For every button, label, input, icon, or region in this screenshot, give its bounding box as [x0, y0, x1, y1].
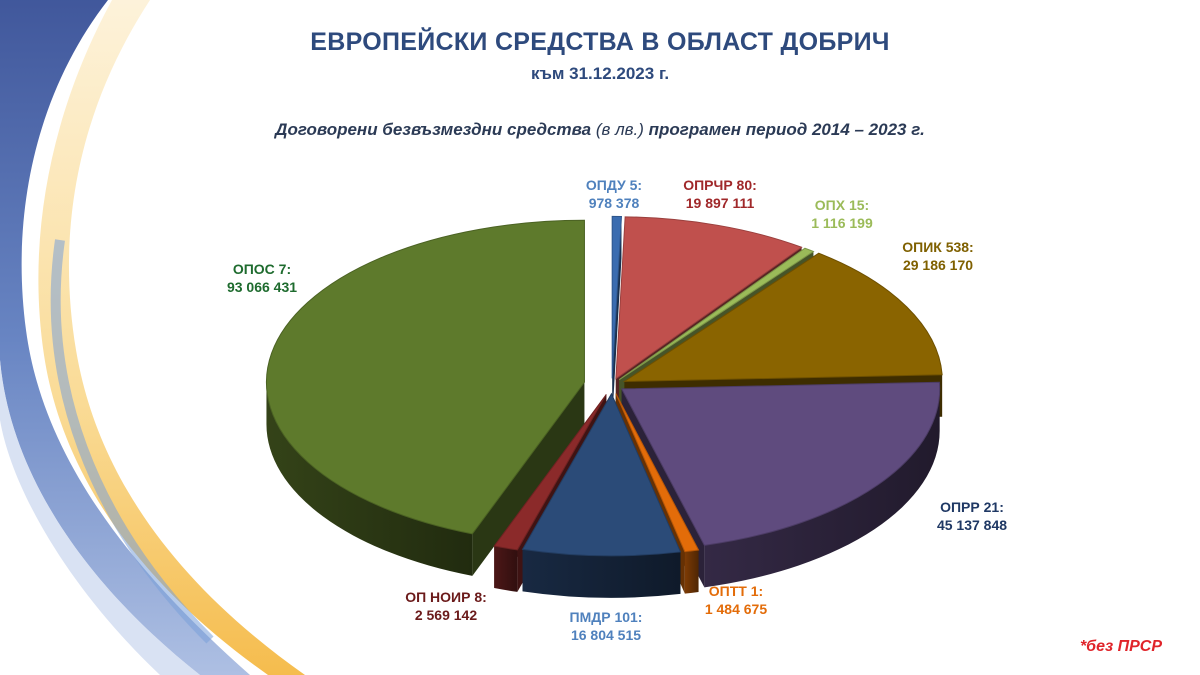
slice-label-name: ОП НОИР 8:	[405, 589, 487, 605]
slice-label-value: 978 378	[588, 195, 640, 211]
slice-label: ОПРЧР 80: 19 897 111	[640, 176, 800, 212]
slice-label-value: 1 484 675	[704, 601, 768, 617]
pie-slice	[521, 392, 682, 557]
pie-slice-side	[522, 549, 681, 598]
pie-slice	[611, 215, 623, 379]
pie-slice-side	[266, 382, 473, 576]
slice-label-value: 29 186 170	[902, 257, 974, 273]
footnote: *без ПРСР	[1079, 638, 1162, 655]
slice-label-name: ОПХ 15:	[814, 197, 870, 213]
subtitle-period: програмен период 2014 – 2023 г.	[648, 120, 925, 139]
pie-slice	[620, 381, 941, 546]
slice-label: ОПРР 21: 45 137 848	[892, 498, 1052, 534]
slice-label-name: ПМДР 101:	[569, 609, 643, 625]
pie-wall	[612, 216, 622, 421]
pie-slice	[622, 252, 943, 382]
slice-label: ОПИК 538: 29 186 170	[858, 238, 1018, 274]
pie-tops	[265, 215, 943, 557]
pie-slice	[615, 216, 803, 380]
slice-label-value: 93 066 431	[226, 279, 298, 295]
slice-label-name: ОПИК 538:	[902, 239, 974, 255]
slice-label-value: 19 897 111	[685, 195, 755, 211]
report-date: към 31.12.2023 г.	[530, 64, 670, 83]
slice-label: ПМДР 101: 16 804 515	[526, 608, 686, 644]
slice-label-value: 45 137 848	[936, 517, 1008, 533]
pie-slice-side	[494, 545, 518, 592]
slice-label-name: ОПРЧР 80:	[683, 177, 757, 193]
slice-label: ОП НОИР 8: 2 569 142	[366, 588, 526, 624]
pie-slice	[618, 247, 815, 381]
slice-label-name: ОПРР 21:	[940, 499, 1004, 515]
pie-slice	[493, 394, 607, 551]
subtitle-unit: (в лв.)	[595, 120, 644, 139]
slice-label: ОПТТ 1: 1 484 675	[656, 582, 816, 618]
slice-label: ОПДУ 5: 978 378	[534, 176, 694, 212]
pie-slice	[615, 393, 700, 553]
chart-subtitle: Договорени безвъзмездни средства (в лв.)…	[0, 120, 1200, 140]
page-title: ЕВРОПЕЙСКИ СРЕДСТВА В ОБЛАСТ ДОБРИЧ	[310, 28, 890, 56]
pie-slice	[265, 219, 585, 535]
pie-slice-side	[684, 549, 699, 594]
slice-label-name: ОПТТ 1:	[708, 583, 764, 599]
pie-slice-side	[704, 388, 940, 588]
slice-label-value: 1 116 199	[811, 215, 873, 231]
slice-label: ОПХ 15: 1 116 199	[762, 196, 922, 232]
pie-wall	[472, 382, 585, 576]
slice-label-name: ОПДУ 5:	[585, 177, 643, 193]
slice-label-value: 16 804 515	[570, 627, 642, 643]
slice-label-value: 2 569 142	[414, 607, 478, 623]
slice-label-name: ОПОС 7:	[232, 261, 292, 277]
subtitle-main: Договорени безвъзмездни средства	[275, 120, 592, 139]
slice-label: ОПОС 7: 93 066 431	[182, 260, 342, 296]
